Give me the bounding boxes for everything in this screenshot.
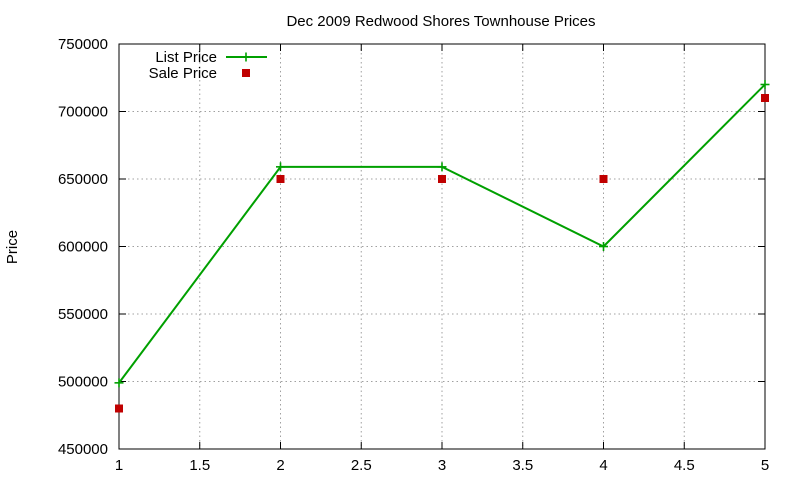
x-tick-label: 1.5 bbox=[189, 457, 210, 474]
y-tick-label: 750000 bbox=[58, 36, 108, 53]
sale-price-point bbox=[276, 175, 285, 183]
list-price-point bbox=[114, 378, 124, 388]
grid-lines bbox=[119, 44, 765, 449]
x-tick-label: 4.5 bbox=[674, 457, 695, 474]
y-tick-label: 500000 bbox=[58, 374, 108, 391]
sale-price-point bbox=[599, 175, 608, 183]
list-price-point bbox=[599, 242, 608, 251]
x-tick-label: 3.5 bbox=[512, 457, 533, 474]
series-layer bbox=[114, 80, 770, 413]
sale-price-point bbox=[438, 175, 446, 183]
list-price-point bbox=[437, 162, 447, 172]
y-tick-label: 600000 bbox=[58, 239, 108, 256]
x-tick-label: 1 bbox=[115, 457, 123, 474]
legend-label: List Price bbox=[155, 49, 217, 66]
y-axis-label: Price bbox=[4, 230, 21, 264]
x-tick-label: 5 bbox=[761, 457, 769, 474]
x-tick-label: 2 bbox=[276, 457, 284, 474]
sale-price-point bbox=[115, 404, 123, 413]
list-price-point bbox=[276, 162, 285, 172]
y-tick-label: 550000 bbox=[58, 306, 108, 323]
x-tick-label: 2.5 bbox=[351, 457, 372, 474]
legend-swatch-marker bbox=[241, 52, 251, 62]
y-tick-label: 650000 bbox=[58, 171, 108, 188]
list-price-point bbox=[760, 80, 770, 89]
axis-ticks: 1 1.5 2 2.5 3 3.5 4 4.5 5 450000 500000 550000 60000… bbox=[58, 36, 769, 474]
series-1 bbox=[114, 80, 770, 388]
y-tick-label: 450000 bbox=[58, 441, 108, 458]
sale-price-point bbox=[761, 94, 769, 102]
y-tick-label: 700000 bbox=[58, 104, 108, 121]
legend-swatch-marker bbox=[242, 69, 250, 77]
series-2 bbox=[115, 94, 769, 413]
chart-title: Dec 2009 Redwood Shores Townhouse Prices bbox=[286, 13, 595, 30]
x-tick-label: 4 bbox=[599, 457, 607, 474]
x-tick-label: 3 bbox=[438, 457, 446, 474]
legend-label: Sale Price bbox=[149, 65, 217, 82]
